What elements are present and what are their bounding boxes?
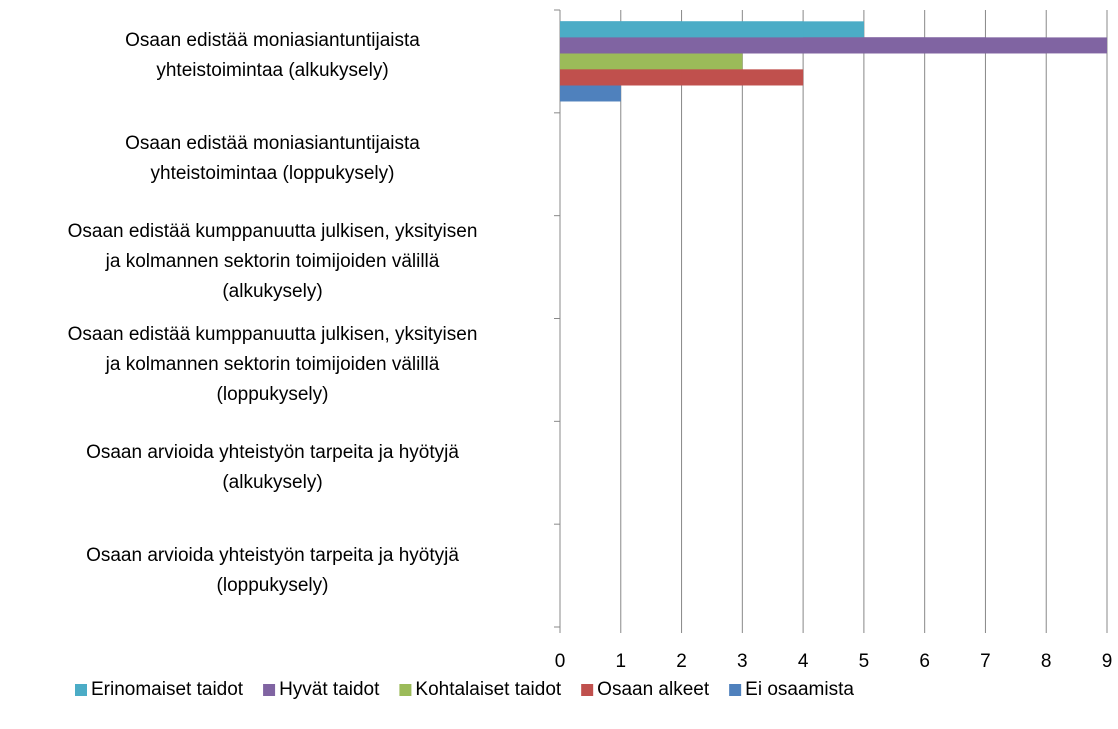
legend-swatch — [729, 684, 742, 696]
x-tick-label: 4 — [798, 651, 809, 672]
legend-swatch — [263, 684, 276, 696]
bar — [560, 21, 804, 38]
legend-label: Osaan alkeet — [597, 679, 710, 700]
legend-swatch — [399, 684, 412, 696]
category-label: Osaan edistää kumppanuutta julkisen, yks… — [67, 323, 478, 405]
category-label: Osaan edistää moniasiantuntijaista yhtei… — [125, 30, 420, 82]
category-label: Osaan edistää kumppanuutta julkisen, yks… — [67, 221, 478, 303]
x-tick-label: 5 — [859, 651, 870, 672]
x-tick-label: 6 — [919, 651, 930, 672]
bar — [560, 69, 682, 86]
legend-label: Ei osaamista — [745, 679, 854, 700]
category-label: Osaan edistää moniasiantuntijaista yhtei… — [125, 133, 420, 185]
category-label: Osaan arvioida yhteistyön tarpeita ja hy… — [86, 441, 459, 493]
x-tick-label: 0 — [555, 651, 566, 672]
legend-swatch — [75, 684, 87, 696]
x-tick-label: 9 — [1102, 651, 1113, 672]
bar — [560, 37, 1107, 54]
legend-label: Erinomaiset taidot — [91, 679, 244, 700]
legend-swatch — [581, 684, 594, 696]
x-tick-label: 8 — [1041, 651, 1052, 672]
legend-label: Hyvät taidot — [279, 679, 380, 700]
category-label: Osaan arvioida yhteistyön tarpeita ja hy… — [86, 544, 459, 596]
x-tick-label: 3 — [737, 651, 748, 672]
legend-label: Kohtalaiset taidot — [415, 679, 561, 700]
bar — [560, 53, 682, 70]
x-tick-label: 7 — [980, 651, 991, 672]
x-tick-label: 2 — [676, 651, 687, 672]
x-tick-label: 1 — [615, 651, 626, 672]
bar — [560, 85, 621, 102]
